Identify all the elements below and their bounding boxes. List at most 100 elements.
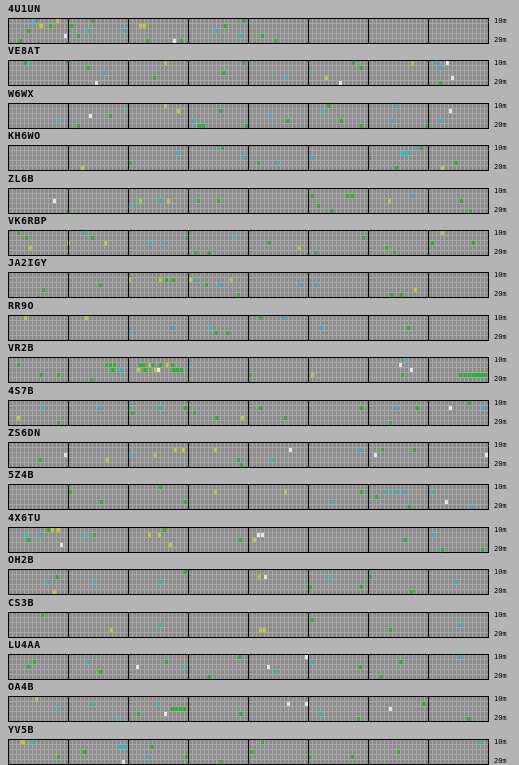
propagation-grid (8, 102, 489, 129)
signal-mark (395, 103, 398, 108)
signal-mark (126, 108, 129, 113)
signal-mark (99, 405, 102, 410)
signal-mark (165, 660, 168, 664)
signal-mark (410, 590, 413, 595)
signal-mark (233, 236, 236, 240)
signal-mark (33, 19, 36, 23)
signal-mark (163, 527, 166, 532)
band-label-20m: 20m (494, 120, 507, 129)
signal-mark (180, 368, 183, 373)
signal-mark (194, 251, 197, 255)
signal-mark (182, 448, 185, 452)
signal-mark (161, 241, 164, 245)
signal-mark (320, 325, 323, 330)
band-label-10m: 10m (494, 229, 507, 237)
signal-mark (99, 670, 102, 674)
signal-mark (113, 363, 116, 368)
signal-mark (369, 575, 372, 580)
signal-mark (284, 490, 287, 495)
signal-mark (405, 358, 408, 363)
signal-mark (137, 368, 140, 373)
signal-mark (259, 627, 262, 632)
signal-mark (90, 378, 93, 383)
station-panel: CS3B 10m 20m (0, 596, 519, 638)
grid-border (8, 18, 489, 44)
station-callsign: VE8AT (8, 46, 41, 58)
signal-mark (51, 527, 54, 532)
signal-mark (214, 490, 217, 495)
grid-border (8, 738, 489, 765)
signal-mark (128, 278, 131, 283)
signal-mark (263, 627, 266, 632)
band-label-10m: 10m (494, 568, 507, 577)
signal-mark (467, 717, 470, 722)
signal-mark (327, 103, 330, 108)
grid-border (8, 442, 489, 468)
grid-border (8, 569, 489, 596)
propagation-grid (8, 569, 489, 596)
signal-mark (259, 315, 262, 320)
signal-mark (214, 330, 217, 335)
signal-mark (153, 76, 156, 81)
signal-mark (109, 363, 112, 368)
signal-mark (237, 293, 240, 298)
propagation-grid (8, 145, 489, 172)
signal-mark (41, 612, 44, 617)
signal-mark (420, 146, 423, 151)
signal-mark (49, 24, 52, 28)
signal-mark (174, 368, 177, 373)
signal-mark (214, 448, 217, 452)
signal-mark (129, 453, 132, 457)
signal-mark (439, 81, 442, 86)
signal-mark (40, 24, 43, 28)
band-label-20m: 20m (494, 460, 507, 468)
signal-mark (464, 373, 467, 378)
signal-mark (131, 410, 134, 415)
station-callsign: 5Z4B (8, 470, 35, 482)
signal-mark (100, 500, 103, 505)
signal-mark (241, 415, 244, 420)
propagation-grid (8, 272, 489, 299)
propagation-grid (8, 484, 489, 511)
signal-mark (122, 29, 125, 33)
signal-mark (139, 24, 142, 28)
signal-mark (471, 505, 474, 510)
signal-mark (440, 118, 443, 123)
signal-mark (35, 697, 38, 702)
band-label-10m: 10m (494, 483, 507, 492)
band-label-10m: 10m (494, 737, 507, 746)
grid-border (8, 399, 489, 426)
signal-mark (238, 655, 241, 659)
signal-mark (186, 236, 189, 240)
signal-mark (399, 363, 402, 368)
signal-mark (22, 739, 25, 744)
station-panel: YV5B 10m 20m (0, 723, 519, 765)
station-panel: LU4AA 10m 20m (0, 638, 519, 680)
signal-mark (331, 500, 334, 505)
signal-mark (305, 702, 308, 707)
signal-mark (401, 151, 404, 156)
signal-mark (468, 400, 471, 405)
signal-mark (469, 208, 472, 213)
signal-mark (165, 278, 168, 283)
signal-mark (57, 707, 60, 712)
signal-mark (391, 118, 394, 123)
band-label-10m: 10m (494, 101, 507, 110)
signal-mark (208, 675, 211, 679)
grid-border (8, 145, 489, 172)
signal-mark (57, 527, 60, 532)
signal-mark (46, 580, 49, 585)
signal-mark (311, 156, 314, 161)
propagation-grid (8, 442, 489, 468)
signal-mark (86, 29, 89, 33)
station-callsign: RR9O (8, 300, 35, 312)
signal-mark (375, 495, 378, 500)
signal-mark (33, 660, 36, 664)
signal-mark (57, 118, 60, 123)
band-label-20m: 20m (494, 375, 507, 384)
signal-mark (381, 448, 384, 452)
band-label-10m: 10m (494, 441, 507, 449)
propagation-grid (8, 611, 489, 638)
signal-mark (242, 156, 245, 161)
signal-mark (158, 532, 161, 537)
